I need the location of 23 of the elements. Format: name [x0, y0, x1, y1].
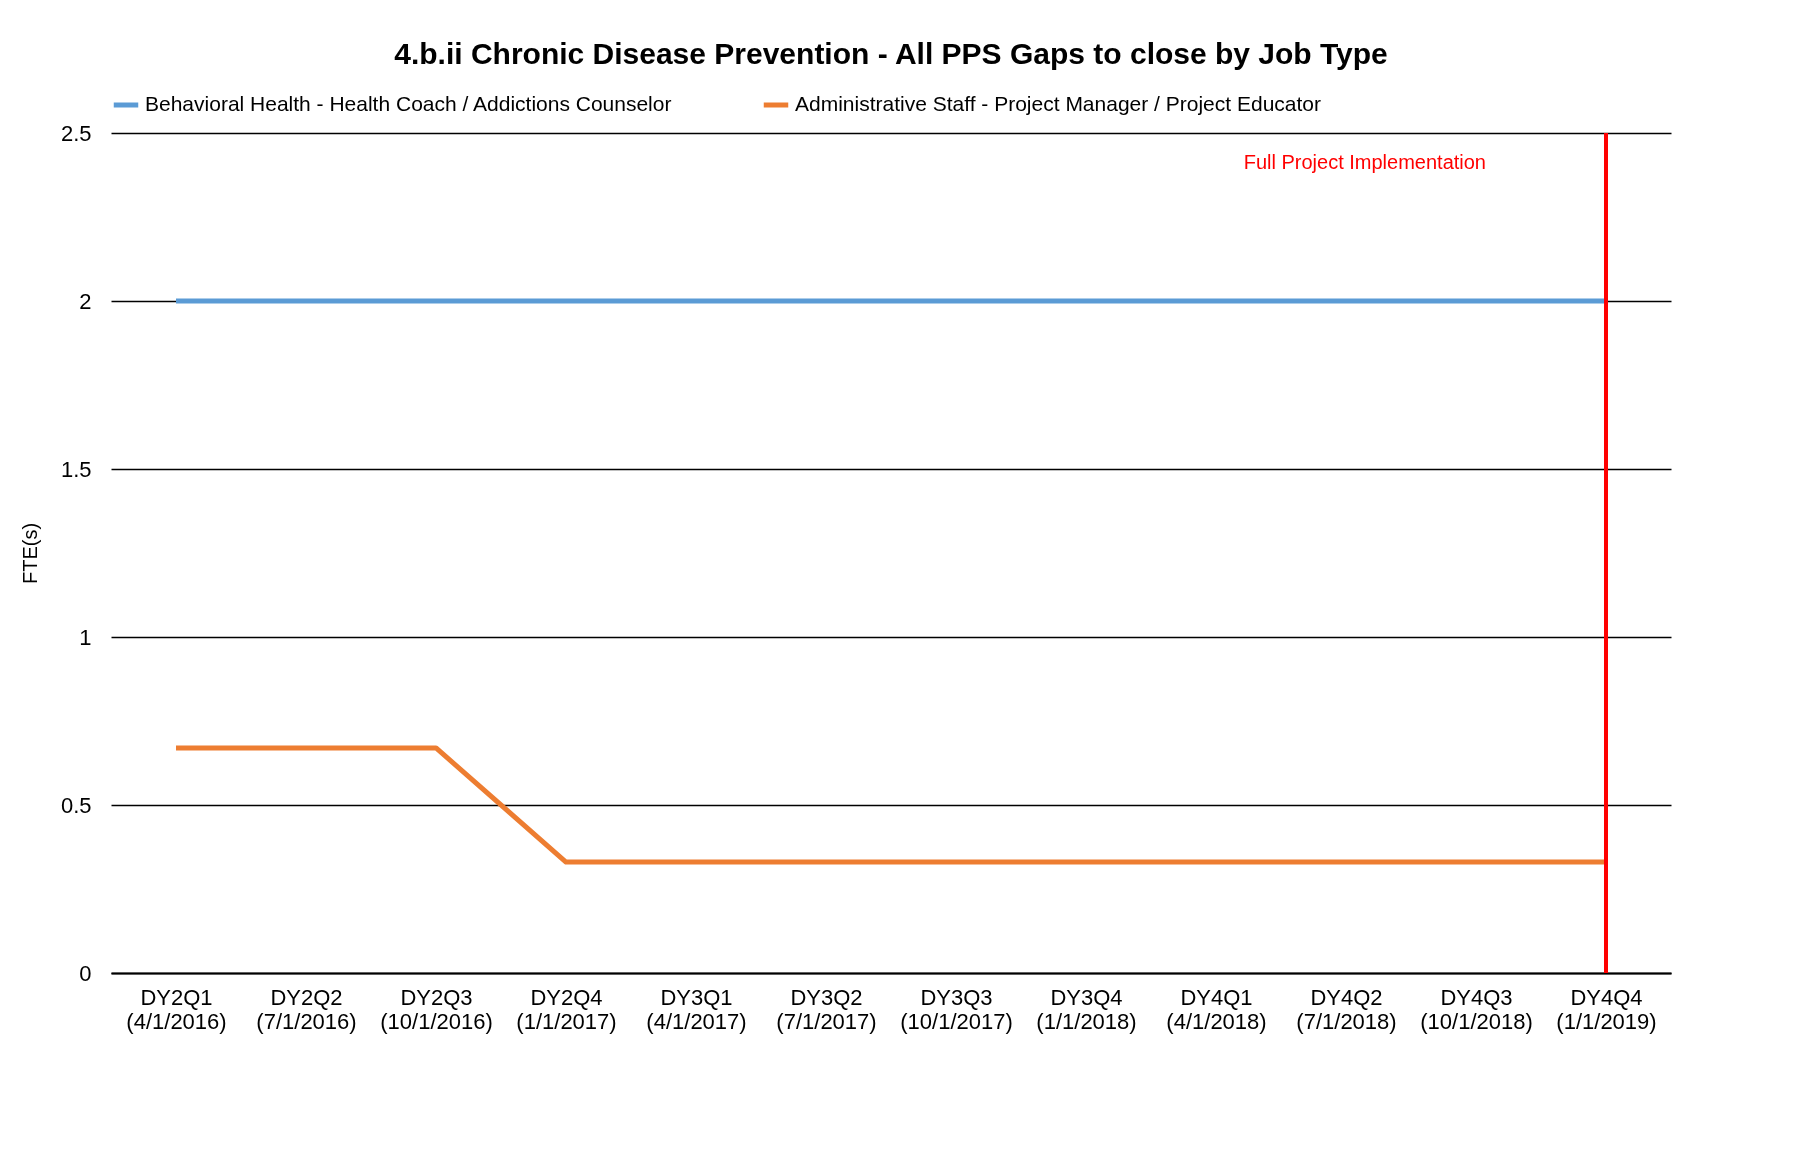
legend-label: Administrative Staff - Project Manager / Project Educator	[795, 92, 1322, 115]
x-tick-label: DY2Q3 (10/1/2016)	[380, 984, 493, 1034]
x-tick-label: DY2Q1 (4/1/2016)	[126, 984, 227, 1034]
y-tick-label: 1.5	[60, 456, 92, 482]
x-tick-label: DY2Q4 (1/1/2017)	[516, 984, 617, 1034]
x-tick-label: DY2Q2 (7/1/2016)	[256, 984, 357, 1034]
x-tick-label: DY4Q4 (1/1/2019)	[1556, 984, 1657, 1034]
ref-line-label: Full Project Implementation	[1243, 151, 1486, 173]
x-tick-label: DY4Q1 (4/1/2018)	[1166, 984, 1267, 1034]
legend-label: Behavioral Health - Health Coach / Addictions Counselor	[145, 92, 672, 115]
chart-title: 4.b.ii Chronic Disease Prevention - All PPS Gaps to close by Job Type	[394, 37, 1388, 70]
x-tick-label: DY4Q3 (10/1/2018)	[1420, 984, 1533, 1034]
y-tick-label: 0	[79, 960, 92, 986]
y-tick-label: 0.5	[60, 792, 92, 818]
x-tick-label: DY3Q1 (4/1/2017)	[646, 984, 747, 1034]
x-tick-label: DY3Q2 (7/1/2017)	[776, 984, 877, 1034]
y-tick-label: 1	[79, 624, 92, 650]
y-tick-label: 2	[79, 288, 92, 314]
x-tick-label: DY4Q2 (7/1/2018)	[1296, 984, 1397, 1034]
y-axis-title: FTE(s)	[18, 522, 41, 585]
x-tick-label: DY3Q3 (10/1/2017)	[900, 984, 1013, 1034]
x-tick-label: DY3Q4 (1/1/2018)	[1036, 984, 1137, 1034]
y-tick-label: 2.5	[60, 120, 92, 146]
